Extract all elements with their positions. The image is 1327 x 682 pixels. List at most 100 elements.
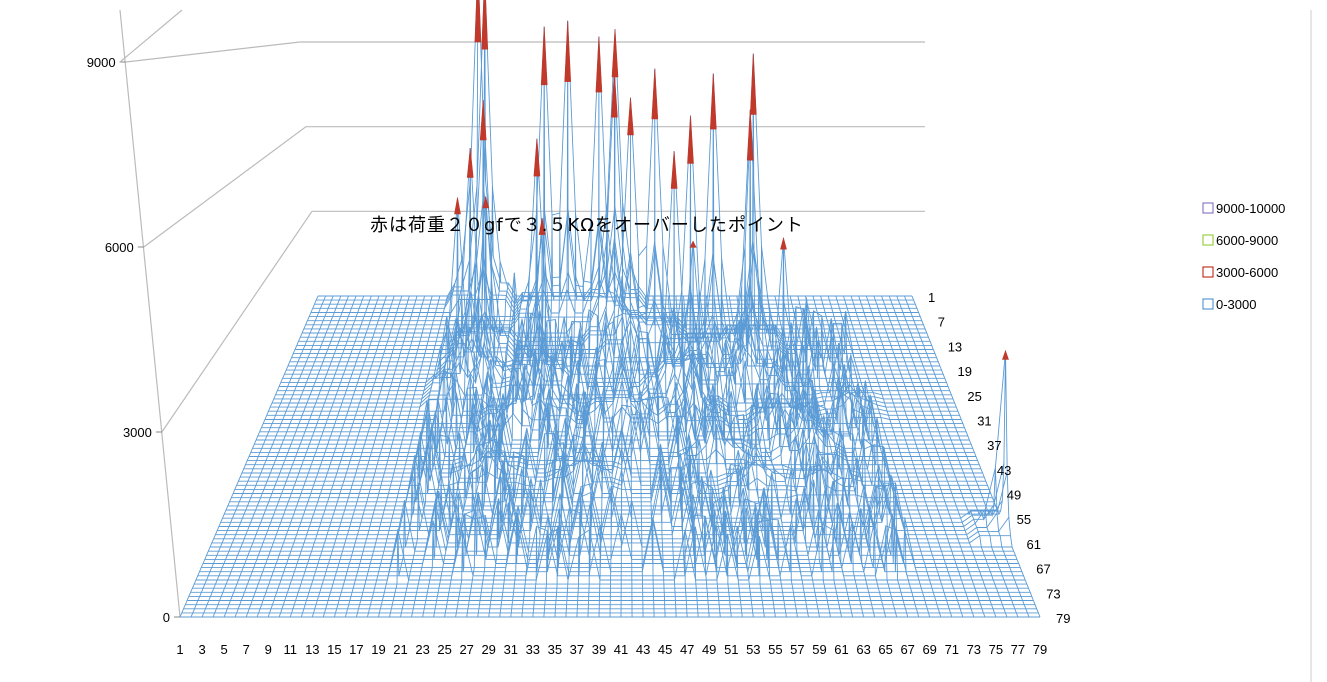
mesh-column-line xyxy=(234,295,357,618)
y-tick-label: 61 xyxy=(1027,537,1041,552)
mesh-column-line xyxy=(587,36,601,618)
x-tick-label: 21 xyxy=(393,642,407,657)
y-tick-label: 67 xyxy=(1036,562,1050,577)
x-tick-label: 49 xyxy=(702,642,716,657)
mesh-column-line xyxy=(865,295,975,618)
mesh-column-line xyxy=(881,295,997,618)
mesh-column-line xyxy=(896,295,1019,618)
mesh-column-line xyxy=(499,215,540,618)
peak-mark-high xyxy=(651,68,659,120)
mesh-column-line xyxy=(245,295,365,618)
mesh-column-line xyxy=(843,295,942,618)
mesh-column-line xyxy=(201,295,334,618)
mesh-column-line xyxy=(278,295,387,618)
x-tick-label: 31 xyxy=(504,642,518,657)
mesh-column-line xyxy=(477,292,525,618)
mesh-column-line xyxy=(411,0,479,618)
mesh-column-line xyxy=(190,295,327,618)
mesh-column-line xyxy=(888,295,1008,618)
x-tick-label: 69 xyxy=(922,642,936,657)
x-tick-label: 17 xyxy=(349,642,363,657)
peak-mark-high xyxy=(533,138,541,177)
x-tick-label: 75 xyxy=(989,642,1003,657)
legend-label: 0-3000 xyxy=(1216,297,1256,312)
x-tick-label: 53 xyxy=(746,642,760,657)
x-tick-label: 41 xyxy=(614,642,628,657)
peak-mark-high xyxy=(611,71,618,118)
x-tick-label: 57 xyxy=(790,642,804,657)
x-tick-label: 63 xyxy=(856,642,870,657)
mesh-column-line xyxy=(759,237,820,618)
x-tick-label: 51 xyxy=(724,642,738,657)
mesh-column-line xyxy=(690,288,721,618)
mesh-column-line xyxy=(488,272,532,618)
peak-mark-high xyxy=(481,0,489,50)
peak-mark-high xyxy=(454,197,461,215)
mesh-column-line xyxy=(378,282,456,618)
mesh-column-line xyxy=(543,20,570,618)
chart-annotation: 赤は荷重２０gfで３.５KΩをオーバーしたポイント xyxy=(370,215,804,236)
x-tick-label: 39 xyxy=(592,642,606,657)
mesh-column-line xyxy=(510,26,547,618)
y-tick-label: 31 xyxy=(977,414,991,429)
x-tick-label: 13 xyxy=(305,642,319,657)
mesh-column-line xyxy=(344,295,433,618)
mesh-column-line xyxy=(212,295,342,618)
peak-mark-high xyxy=(780,236,787,250)
x-tick-label: 61 xyxy=(834,642,848,657)
legend: 9000-10000 6000-9000 3000-6000 0-3000 xyxy=(1202,201,1285,312)
x-axis-ticks: 1 3 5 7 9 11 13 15 17 19 21 23 25 27 29 31 33 35 37 39 41 43 4… xyxy=(176,642,1047,657)
mesh-column-line xyxy=(782,295,854,618)
mesh-column-line xyxy=(466,295,517,618)
wall-gridline-side xyxy=(143,126,307,248)
x-tick-label: 73 xyxy=(967,642,981,657)
wall-edge xyxy=(119,9,183,63)
chart-walls xyxy=(119,9,1312,682)
y-tick-label: 25 xyxy=(967,389,981,404)
mesh-column-line xyxy=(713,258,754,618)
mesh-column-line xyxy=(629,97,633,618)
z-tick-label: 6000 xyxy=(105,240,134,255)
x-tick-label: 71 xyxy=(945,642,959,657)
mesh-column-line xyxy=(598,202,608,618)
mesh-column-line xyxy=(667,151,688,618)
mesh-column-line xyxy=(660,245,677,618)
x-tick-label: 23 xyxy=(415,642,429,657)
z-tick-label: 3000 xyxy=(123,425,152,440)
peak-mark-high xyxy=(611,29,619,78)
mesh-column-line xyxy=(620,202,624,617)
y-tick-label: 73 xyxy=(1046,586,1060,601)
y-tick-label: 13 xyxy=(948,339,962,354)
peak-mark-high xyxy=(564,20,572,82)
mesh-column-line xyxy=(850,295,953,618)
wall-gridline-side xyxy=(125,41,301,63)
peak-mark-high xyxy=(687,115,694,164)
peak-mark-high xyxy=(540,26,548,86)
peak-mark-high xyxy=(538,218,546,235)
peak-mark-high xyxy=(627,97,634,136)
peak-mark-high xyxy=(709,73,717,130)
x-tick-label: 47 xyxy=(680,642,694,657)
peak-mark-high xyxy=(474,0,482,43)
z-axis-ticks: 0 3000 6000 9000 xyxy=(87,55,170,625)
mesh-column-line xyxy=(565,281,585,618)
mesh-column-line xyxy=(311,295,410,618)
mesh-column-line xyxy=(705,73,743,618)
y-tick-label: 7 xyxy=(938,315,945,330)
mesh-column-line xyxy=(389,256,464,618)
z-tick-label: 0 xyxy=(163,610,170,625)
x-tick-label: 35 xyxy=(548,642,562,657)
peak-mark-high xyxy=(670,151,678,189)
mesh-column-line xyxy=(683,115,710,618)
mesh-column-line xyxy=(645,245,655,618)
wall-gridline-side xyxy=(161,210,313,433)
mesh-column-line xyxy=(675,288,699,618)
x-tick-label: 25 xyxy=(437,642,451,657)
legend-label: 6000-9000 xyxy=(1216,233,1278,248)
x-tick-label: 1 xyxy=(176,642,183,657)
x-tick-label: 67 xyxy=(900,642,914,657)
peak-mark-high xyxy=(749,53,757,115)
mesh-column-line xyxy=(858,295,964,618)
